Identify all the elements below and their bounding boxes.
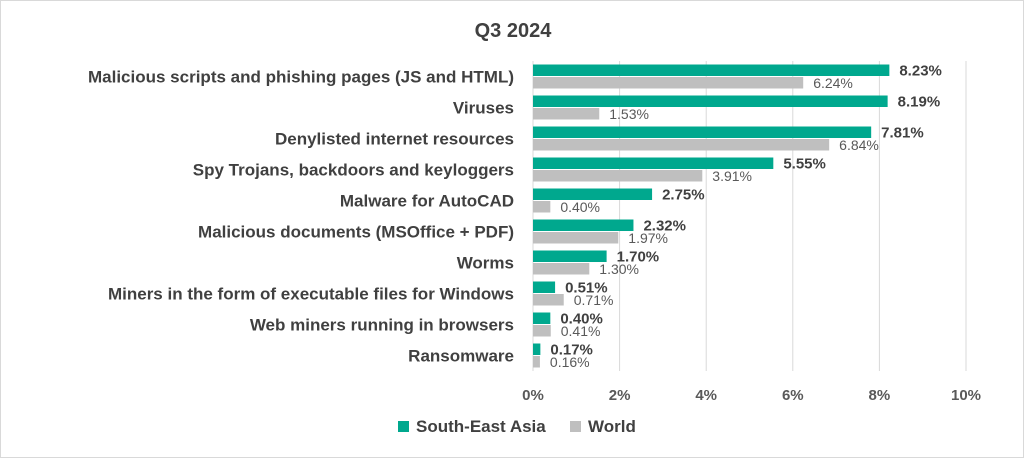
value-label-world: 1.97% — [628, 230, 668, 246]
bar-world — [533, 108, 600, 120]
value-label-south-east-asia: 1.70% — [617, 248, 660, 265]
value-label-south-east-asia: 7.81% — [881, 124, 924, 141]
value-label-world: 1.53% — [609, 106, 649, 122]
value-label-south-east-asia: 2.75% — [662, 186, 705, 203]
bar-world — [533, 201, 551, 213]
bar-world — [533, 294, 564, 306]
category-label: Spy Trojans, backdoors and keyloggers — [193, 161, 514, 180]
value-labels: 8.23% 6.24% 8.19% 1.53% 7.81%6.84% 5.55% 3.91%… — [550, 62, 942, 370]
category-labels: Malicious scripts and phishing pages (JS… — [88, 68, 514, 366]
x-axis-ticks: 0% 2% 4% 6% 8% 10% — [522, 387, 981, 404]
bar-south-east-asia — [533, 281, 556, 293]
bar-south-east-asia — [533, 343, 541, 355]
value-label-world: 0.40% — [560, 199, 600, 215]
value-label-world: 6.24% — [813, 75, 853, 91]
category-label: Worms — [457, 254, 514, 273]
bar-world — [533, 139, 830, 151]
value-label-world: 0.71% — [574, 292, 614, 308]
x-tick-label: 4% — [695, 387, 717, 404]
legend: South-East Asia World — [398, 417, 636, 436]
value-label-south-east-asia: 0.17% — [550, 341, 593, 358]
bar-south-east-asia — [533, 157, 774, 169]
value-label-south-east-asia: 8.19% — [898, 93, 941, 110]
bar-south-east-asia — [533, 312, 551, 324]
x-tick-label: 0% — [522, 387, 544, 404]
bar-world — [533, 325, 551, 337]
value-label-south-east-asia: 0.51% — [565, 279, 608, 296]
legend-label: South-East Asia — [416, 417, 546, 436]
x-tick-label: 2% — [609, 387, 631, 404]
bar-world — [533, 77, 804, 89]
value-label-world: 1.30% — [599, 261, 639, 277]
legend-label: World — [588, 417, 636, 436]
category-label: Miners in the form of executable files f… — [108, 285, 514, 304]
category-label: Ransomware — [408, 347, 514, 366]
category-label: Malicious documents (MSOffice + PDF) — [198, 223, 514, 242]
category-label: Viruses — [453, 99, 514, 118]
category-label: Web miners running in browsers — [250, 316, 514, 335]
value-label-world: 3.91% — [712, 168, 752, 184]
x-tick-label: 8% — [869, 387, 891, 404]
bar-south-east-asia — [533, 95, 888, 107]
value-label-south-east-asia: 5.55% — [783, 155, 826, 172]
bar-south-east-asia — [533, 64, 890, 76]
category-label: Denylisted internet resources — [275, 130, 514, 149]
bar-south-east-asia — [533, 126, 872, 138]
value-label-south-east-asia: 8.23% — [899, 62, 942, 79]
value-label-world: 0.41% — [561, 323, 601, 339]
x-tick-label: 10% — [951, 387, 981, 404]
legend-swatch — [398, 421, 409, 432]
bar-south-east-asia — [533, 250, 607, 262]
bar-south-east-asia — [533, 219, 634, 231]
bar-south-east-asia — [533, 188, 653, 200]
bar-world — [533, 356, 540, 368]
bar-world — [533, 170, 703, 182]
bars — [533, 64, 890, 368]
bar-world — [533, 263, 590, 275]
chart-title: Q3 2024 — [475, 20, 553, 42]
value-label-world: 6.84% — [839, 137, 879, 153]
value-label-south-east-asia: 2.32% — [643, 217, 686, 234]
bar-world — [533, 232, 619, 244]
value-label-south-east-asia: 0.40% — [560, 310, 603, 327]
category-label: Malware for AutoCAD — [340, 192, 514, 211]
x-tick-label: 6% — [782, 387, 804, 404]
legend-swatch — [570, 421, 581, 432]
category-label: Malicious scripts and phishing pages (JS… — [88, 68, 514, 87]
value-label-world: 0.16% — [550, 354, 590, 370]
